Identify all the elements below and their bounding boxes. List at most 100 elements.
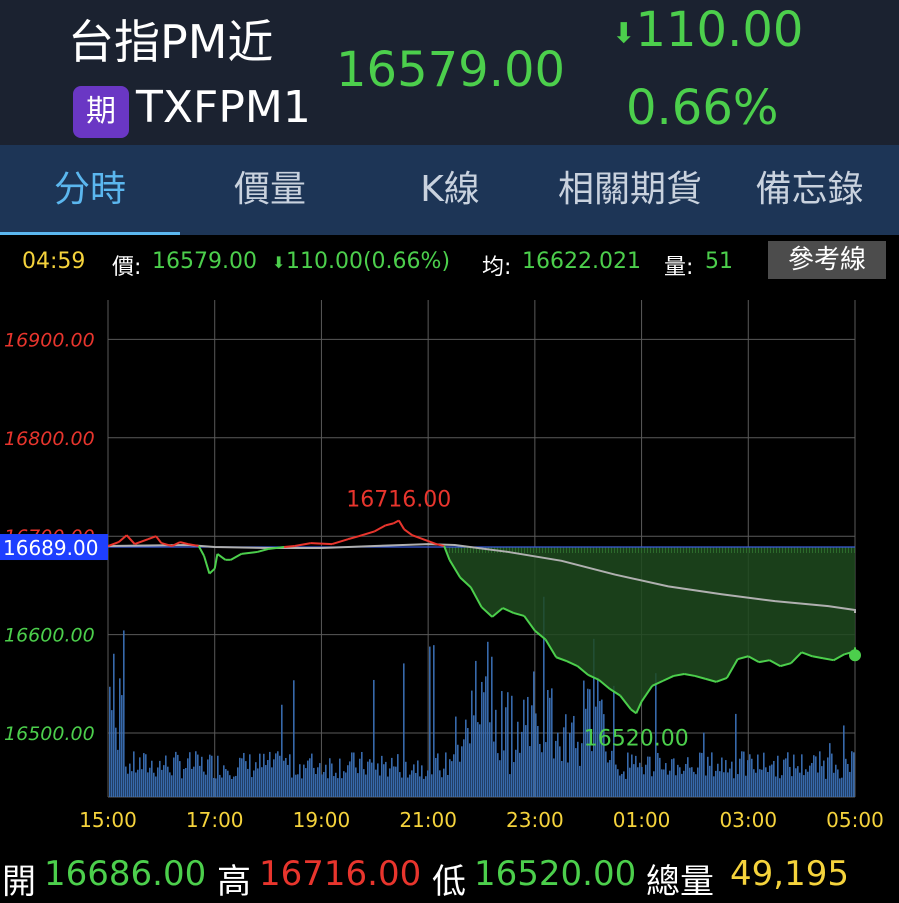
- volume-bar: [749, 754, 751, 797]
- volume-bar: [833, 772, 835, 797]
- volume-bar: [505, 707, 507, 797]
- volume-bar: [783, 759, 785, 797]
- volume-bar: [217, 755, 219, 797]
- tab-intraday[interactable]: 分時: [53, 169, 126, 210]
- volume-label: 總量: [646, 862, 714, 902]
- open-label: 開: [2, 862, 36, 902]
- volume-bar: [601, 699, 603, 797]
- volume-bar: [215, 778, 217, 797]
- volume-bar: [555, 740, 557, 797]
- volume-bar: [293, 680, 295, 797]
- volume-bar: [219, 774, 221, 797]
- volume-bar: [239, 757, 241, 797]
- price-line-segment: [640, 685, 654, 703]
- volume-bar: [119, 678, 121, 797]
- volume-bar: [619, 775, 621, 797]
- volume-bar: [211, 755, 213, 797]
- volume-bar: [337, 778, 339, 797]
- volume-bar: [807, 771, 809, 797]
- price-line-segment: [555, 656, 568, 663]
- volume-bar: [177, 754, 179, 797]
- volume-bar: [445, 752, 447, 797]
- info-avg-value: 16622.021: [522, 249, 641, 274]
- price-line-segment: [208, 567, 216, 575]
- price-line-segment: [812, 655, 824, 660]
- info-price-label: 價:: [112, 255, 142, 280]
- volume-bar: [679, 767, 681, 797]
- volume-bar: [291, 777, 293, 797]
- volume-bar: [587, 688, 589, 797]
- volume-bar: [603, 714, 605, 797]
- volume-bar: [507, 692, 509, 797]
- volume-bar: [121, 695, 123, 797]
- volume-bar: [651, 776, 653, 797]
- volume-bar: [607, 762, 609, 797]
- volume-bar: [357, 773, 359, 797]
- volume-bar: [533, 671, 535, 797]
- price-line-segment: [403, 528, 413, 537]
- volume-bar: [405, 761, 407, 797]
- volume-bar: [605, 751, 607, 797]
- price-line-segment: [566, 660, 578, 668]
- volume-bar: [837, 769, 839, 797]
- price-line-segment: [118, 534, 128, 543]
- low-annotation: 16520.00: [584, 726, 689, 751]
- volume-bar: [269, 751, 271, 797]
- volume-bar: [353, 752, 355, 797]
- price-line-segment: [155, 535, 163, 544]
- volume-bar: [803, 775, 805, 797]
- volume-bar: [477, 722, 479, 797]
- volume-bar: [767, 772, 769, 797]
- volume-bar: [455, 716, 457, 797]
- volume-bar: [541, 752, 543, 797]
- volume-bar: [369, 759, 371, 797]
- volume-bar: [197, 754, 199, 797]
- volume-bar: [147, 772, 149, 797]
- volume-bar: [761, 769, 763, 797]
- info-vol-value: 51: [705, 249, 733, 274]
- volume-bar: [789, 766, 791, 797]
- price-line-segment: [502, 607, 514, 614]
- volume-bar: [645, 764, 647, 797]
- volume-bar: [387, 776, 389, 797]
- volume-bar: [237, 767, 239, 797]
- volume-bar: [661, 769, 663, 797]
- volume-bar: [559, 746, 561, 797]
- price-line-segment: [230, 553, 242, 561]
- volume-bar: [501, 691, 503, 797]
- volume-bar: [351, 752, 353, 797]
- volume-bar: [329, 758, 331, 797]
- volume-bar: [577, 741, 579, 797]
- reference-line-button[interactable]: 參考線: [768, 241, 886, 279]
- volume-bar: [319, 763, 321, 797]
- volume-bar: [663, 769, 665, 797]
- volume-bar: [521, 731, 523, 797]
- volume-bar: [731, 761, 733, 797]
- price-line-segment: [598, 679, 611, 690]
- price-line-segment: [179, 541, 189, 546]
- volume-bar: [735, 713, 737, 797]
- volume-bar: [465, 719, 467, 797]
- y-tick-label: 16500.00: [4, 723, 95, 745]
- volume-bar: [207, 759, 209, 797]
- volume-bar: [787, 752, 789, 797]
- volume-bar: [423, 778, 425, 797]
- volume-bar: [459, 761, 461, 797]
- volume-bar: [129, 763, 131, 797]
- volume-bar: [135, 772, 137, 797]
- volume-bar: [681, 773, 683, 797]
- tab-candlestick[interactable]: K線: [420, 169, 480, 210]
- tab-memo[interactable]: 備忘錄: [755, 169, 864, 210]
- volume-bar: [481, 681, 483, 797]
- tab-price-volume[interactable]: 價量: [233, 169, 306, 210]
- instrument-title: 台指PM近: [68, 15, 274, 69]
- tab-related-futures[interactable]: 相關期貨: [557, 169, 702, 210]
- volume-bar: [257, 768, 259, 797]
- high-value: 16716.00: [259, 854, 422, 894]
- info-vol-label: 量:: [664, 255, 694, 280]
- volume-bar: [763, 752, 765, 797]
- volume-bar: [539, 743, 541, 797]
- price-line-segment: [125, 534, 136, 545]
- volume-bar: [355, 767, 357, 797]
- price-line-segment: [662, 675, 675, 682]
